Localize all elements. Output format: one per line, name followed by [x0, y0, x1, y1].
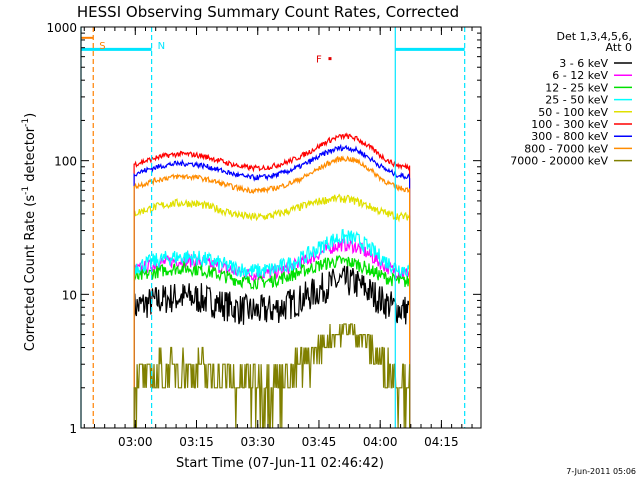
- plot-frame: [80, 26, 482, 429]
- legend-header-2: Att 0: [606, 41, 632, 54]
- series-line-8: [133, 323, 411, 429]
- x-tick-label-2: 03:30: [240, 435, 275, 449]
- x-tick-label-1: 03:15: [179, 435, 214, 449]
- series-line-3: [133, 228, 411, 428]
- footer-timestamp: 7-Jun-2011 05:06: [566, 467, 636, 476]
- legend-label-4: 50 - 100 keV: [538, 106, 608, 119]
- time-marker-label-0: S: [99, 41, 105, 52]
- series-line-2: [133, 254, 411, 428]
- legend-label-5: 100 - 300 keV: [531, 118, 608, 131]
- series-line-7: [133, 155, 411, 428]
- time-marker-label-1: N: [158, 41, 165, 52]
- series-line-0: [133, 265, 411, 428]
- y-tick-label-1: 10: [62, 288, 77, 302]
- x-tick-label-5: 04:15: [424, 435, 459, 449]
- legend-label-1: 6 - 12 keV: [552, 69, 608, 82]
- y-axis-label: Corrected Count Rate (s-1 detector-1): [21, 113, 38, 351]
- legend-label-3: 25 - 50 keV: [545, 94, 608, 107]
- y-label-part-2: detector: [23, 126, 38, 186]
- y-tick-label-0: 1: [69, 422, 77, 436]
- plot-area: S N F 1 10 100 1000 03:00 03:15 03:30 03:45 04:00 04…: [46, 21, 632, 449]
- legend-label-0: 3 - 6 keV: [559, 57, 608, 70]
- flag-f-marker: [328, 57, 332, 61]
- series-line-6: [133, 143, 411, 428]
- legend-label-6: 300 - 800 keV: [531, 130, 608, 143]
- legend-label-8: 7000 - 20000 keV: [510, 155, 608, 168]
- y-label-part-1: Corrected Count Rate (s: [23, 195, 38, 352]
- series-line-5: [133, 132, 411, 428]
- legend-label-2: 12 - 25 keV: [545, 81, 608, 94]
- y-label-sup-2: -1: [21, 118, 31, 127]
- legend-header-1: Det 1,3,4,5,6,: [556, 30, 632, 43]
- y-label-part-3: ): [23, 113, 38, 118]
- y-tick-label-2: 100: [54, 155, 77, 169]
- x-tick-label-4: 04:00: [363, 435, 398, 449]
- x-axis-label: Start Time (07-Jun-11 02:46:42): [176, 456, 384, 471]
- flag-f-label: F: [316, 55, 322, 66]
- chart-title: HESSI Observing Summary Count Rates, Cor…: [77, 3, 459, 21]
- x-tick-label-0: 03:00: [118, 435, 153, 449]
- legend-label-7: 800 - 7000 keV: [524, 142, 608, 155]
- x-tick-label-3: 03:45: [302, 435, 337, 449]
- y-label-sup-1: -1: [21, 186, 31, 195]
- series-line-4: [133, 193, 411, 428]
- y-tick-label-3: 1000: [46, 21, 77, 35]
